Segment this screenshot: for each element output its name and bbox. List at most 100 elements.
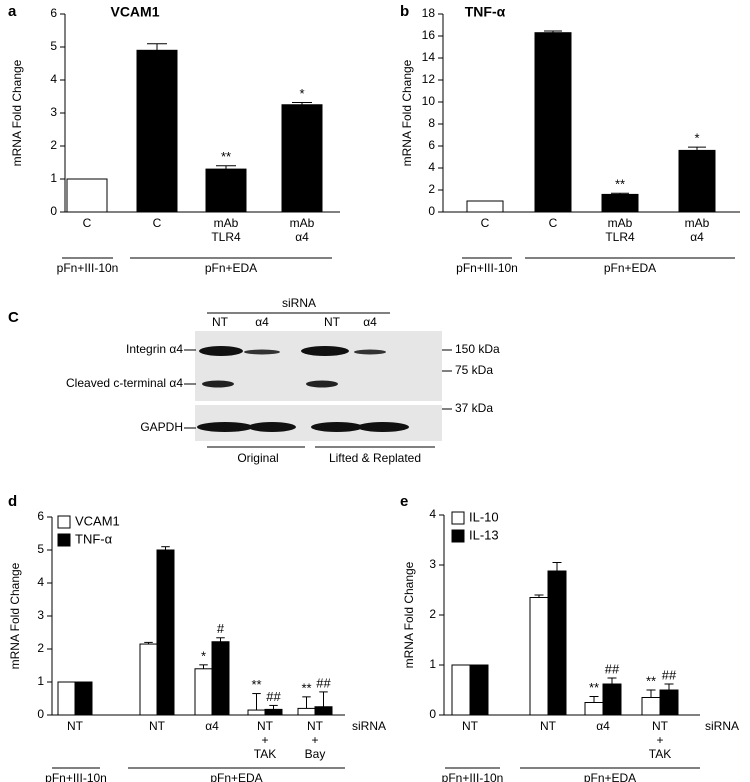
band-label: Integrin α4 xyxy=(126,342,183,356)
bar xyxy=(247,709,266,716)
y-tick-label: 12 xyxy=(422,72,436,86)
chart-title: VCAM1 xyxy=(110,4,159,20)
y-tick-label: 4 xyxy=(50,72,57,86)
lane-label: α4 xyxy=(255,315,269,329)
y-axis-label: mRNA Fold Change xyxy=(402,561,416,668)
x-tick-label: + xyxy=(311,733,318,747)
x-tick-label: NT xyxy=(540,719,557,733)
bar xyxy=(451,664,471,716)
x-tick-label: C xyxy=(481,216,490,230)
significance-label: * xyxy=(694,131,699,146)
bar xyxy=(297,707,316,716)
x-tick-label: α4 xyxy=(596,719,610,733)
bar xyxy=(641,697,661,716)
y-tick-label: 18 xyxy=(422,6,436,20)
significance-label: ## xyxy=(316,675,331,690)
y-tick-label: 1 xyxy=(429,657,436,671)
blot-panel: C siRNA NT α4 NT α4 Integrin α4 Cleaved … xyxy=(8,296,500,465)
x-tick-label: NT xyxy=(257,719,274,733)
panel-letter: d xyxy=(8,493,17,510)
significance-label: ** xyxy=(221,149,231,164)
significance-label: ** xyxy=(589,680,599,695)
significance-label: ** xyxy=(615,177,625,192)
bar xyxy=(156,549,175,716)
group-label: pFn+III-10n xyxy=(442,771,504,782)
y-axis-label: mRNA Fold Change xyxy=(400,59,414,166)
y-tick-label: 0 xyxy=(37,707,44,721)
bar xyxy=(529,597,549,716)
legend-label: VCAM1 xyxy=(75,513,120,528)
band-label: GAPDH xyxy=(140,420,183,434)
x-tick-label: mAb xyxy=(214,216,239,230)
legend-label: TNF-α xyxy=(75,531,113,546)
blot-image xyxy=(195,331,442,401)
band-label: Cleaved c-terminal α4 xyxy=(66,376,183,390)
y-tick-label: 3 xyxy=(37,608,44,622)
x-tick-label: TAK xyxy=(649,747,671,761)
band xyxy=(202,380,234,388)
x-tick-label: mAb xyxy=(685,216,710,230)
legend-label: IL-10 xyxy=(469,509,499,524)
band xyxy=(354,349,386,355)
bar xyxy=(466,200,504,213)
x-tick-label: mAb xyxy=(290,216,315,230)
y-tick-label: 4 xyxy=(429,507,436,521)
x-tick-label: NT xyxy=(67,719,84,733)
significance-label: ** xyxy=(646,673,656,688)
x-tick-label: C xyxy=(549,216,558,230)
band xyxy=(244,349,280,355)
lane-label: NT xyxy=(324,315,341,329)
legend-swatch xyxy=(57,533,71,547)
legend-swatch xyxy=(451,511,465,525)
y-tick-label: 0 xyxy=(429,707,436,721)
panel-letter: C xyxy=(8,309,19,326)
significance-label: * xyxy=(299,86,304,101)
x-tick-label: NT xyxy=(149,719,166,733)
x-tick-label: NT xyxy=(307,719,324,733)
y-tick-label: 0 xyxy=(50,204,57,218)
bar xyxy=(469,664,489,716)
bar xyxy=(211,641,230,716)
significance-label: ## xyxy=(605,661,620,676)
significance-label: * xyxy=(201,648,206,663)
y-tick-label: 4 xyxy=(37,575,44,589)
group-label: pFn+III-10n xyxy=(45,771,107,782)
group-label: pFn+III-10n xyxy=(57,261,119,275)
y-tick-label: 14 xyxy=(422,50,436,64)
y-tick-label: 6 xyxy=(428,138,435,152)
bar xyxy=(314,706,333,716)
bar xyxy=(66,178,108,213)
band xyxy=(248,422,296,432)
legend-label: IL-13 xyxy=(469,527,499,542)
group-label: pFn+EDA xyxy=(205,261,257,275)
bar xyxy=(659,689,679,716)
bar xyxy=(601,193,639,213)
x-tick-label: TAK xyxy=(254,747,276,761)
lane-label: NT xyxy=(212,315,229,329)
y-tick-label: 6 xyxy=(37,509,44,523)
x-tick-label: C xyxy=(83,216,92,230)
x-tick-label: TLR4 xyxy=(605,230,635,244)
x-tick-label: mAb xyxy=(608,216,633,230)
y-tick-label: 2 xyxy=(50,138,57,152)
band xyxy=(357,422,409,432)
significance-label: ** xyxy=(301,680,311,695)
x-tick-label: α4 xyxy=(295,230,309,244)
x-axis-label: siRNA xyxy=(352,719,386,733)
y-axis-label: mRNA Fold Change xyxy=(8,562,22,669)
bar xyxy=(547,570,567,716)
significance-label: ## xyxy=(662,667,677,682)
x-tick-label: NT xyxy=(462,719,479,733)
panel-letter: e xyxy=(400,493,408,510)
y-tick-label: 2 xyxy=(429,607,436,621)
y-tick-label: 3 xyxy=(50,105,57,119)
chart-title: TNF-α xyxy=(465,4,506,20)
significance-label: ** xyxy=(251,677,261,692)
bar xyxy=(264,708,283,716)
significance-label: ## xyxy=(266,689,281,704)
y-tick-label: 3 xyxy=(429,557,436,571)
significance-label: # xyxy=(217,621,225,636)
group-label: pFn+EDA xyxy=(584,771,636,782)
bar xyxy=(678,149,716,213)
